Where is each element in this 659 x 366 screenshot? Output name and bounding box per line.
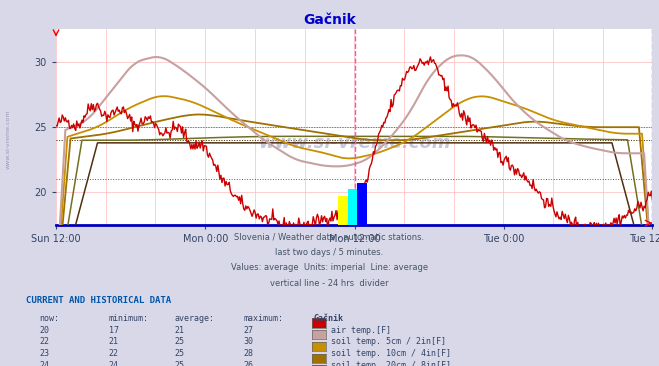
Text: www.si-vreme.com: www.si-vreme.com	[5, 109, 11, 169]
Text: 22: 22	[40, 337, 49, 347]
Text: CURRENT AND HISTORICAL DATA: CURRENT AND HISTORICAL DATA	[26, 296, 171, 306]
Text: vertical line - 24 hrs  divider: vertical line - 24 hrs divider	[270, 279, 389, 288]
Text: minimum:: minimum:	[109, 314, 149, 323]
Text: Values: average  Units: imperial  Line: average: Values: average Units: imperial Line: av…	[231, 263, 428, 272]
Text: air temp.[F]: air temp.[F]	[331, 326, 391, 335]
Text: 24: 24	[40, 361, 49, 366]
Text: Gačnik: Gačnik	[313, 314, 343, 323]
Text: 23: 23	[40, 349, 49, 358]
Text: average:: average:	[175, 314, 215, 323]
Bar	[349, 188, 357, 225]
Text: 21: 21	[175, 326, 185, 335]
Text: 27: 27	[244, 326, 254, 335]
Text: 25: 25	[175, 337, 185, 347]
Text: 26: 26	[244, 361, 254, 366]
Text: soil temp. 10cm / 4in[F]: soil temp. 10cm / 4in[F]	[331, 349, 451, 358]
Bar	[338, 197, 349, 225]
Text: 25: 25	[175, 349, 185, 358]
Text: 20: 20	[40, 326, 49, 335]
Text: soil temp. 5cm / 2in[F]: soil temp. 5cm / 2in[F]	[331, 337, 447, 347]
Text: Gačnik: Gačnik	[303, 13, 356, 27]
Text: maximum:: maximum:	[244, 314, 284, 323]
Text: 24: 24	[109, 361, 119, 366]
Text: 28: 28	[244, 349, 254, 358]
Text: 22: 22	[109, 349, 119, 358]
Text: www.si-vreme.com: www.si-vreme.com	[258, 134, 451, 152]
Text: 25: 25	[175, 361, 185, 366]
Text: last two days / 5 minutes.: last two days / 5 minutes.	[275, 248, 384, 257]
Text: 30: 30	[244, 337, 254, 347]
Text: Slovenia / Weather data - automatic stations.: Slovenia / Weather data - automatic stat…	[235, 232, 424, 242]
Text: 17: 17	[109, 326, 119, 335]
Text: now:: now:	[40, 314, 59, 323]
Text: 21: 21	[109, 337, 119, 347]
Bar	[357, 183, 367, 225]
Text: soil temp. 20cm / 8in[F]: soil temp. 20cm / 8in[F]	[331, 361, 451, 366]
